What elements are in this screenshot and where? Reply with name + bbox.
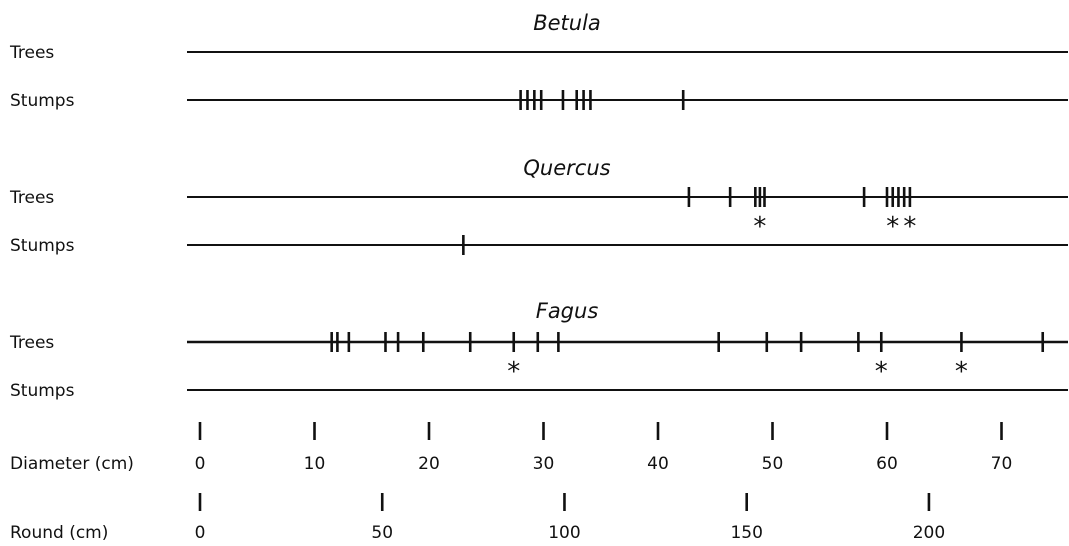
axis-tick-label: 40 [647,454,669,474]
axis-label-round: Round (cm) [10,523,108,543]
axis-tick-label: 100 [548,523,580,543]
row-label: Stumps [10,381,75,401]
row-label: Stumps [10,236,75,256]
row-label: Trees [9,188,54,208]
axis-tick-label: 20 [418,454,440,474]
axis-tick-label: 0 [195,523,206,543]
asterisk-mark: * [753,212,766,242]
asterisk-mark: * [875,357,888,387]
axis-tick-label: 10 [304,454,326,474]
axis-tick-label: 50 [762,454,784,474]
axis-label-diameter: Diameter (cm) [10,454,134,474]
asterisk-mark: * [903,212,916,242]
asterisk-mark: * [955,357,968,387]
axis-tick-label: 30 [533,454,555,474]
row-label: Trees [9,43,54,63]
axis-tick-label: 0 [195,454,206,474]
axis-tick-label: 200 [913,523,945,543]
group-title: Betula [533,11,601,35]
asterisk-mark: * [886,212,899,242]
axis-tick-label: 60 [876,454,898,474]
group-title: Quercus [523,156,610,180]
row-label: Stumps [10,91,75,111]
axis-tick-label: 70 [991,454,1013,474]
row-label: Trees [9,333,54,353]
asterisk-mark: * [507,357,520,387]
axis-tick-label: 50 [371,523,393,543]
group-title: Fagus [536,299,599,323]
axis-tick-label: 150 [730,523,762,543]
